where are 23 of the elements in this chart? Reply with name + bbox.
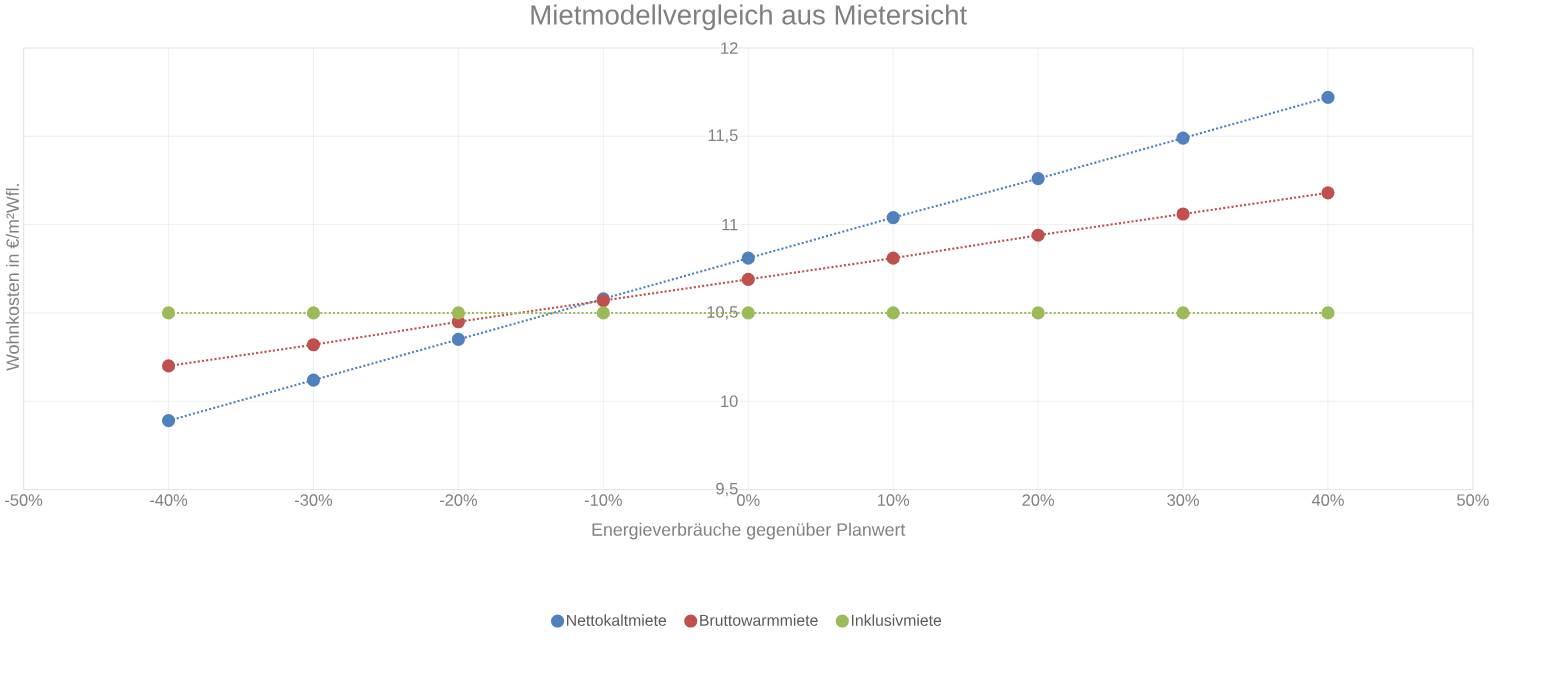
x-tick-label: 40% [1311, 494, 1344, 506]
x-tick-label: 0% [737, 494, 760, 506]
legend-label: Bruttowarmmiete [700, 614, 818, 626]
x-tick-label: 30% [1167, 494, 1199, 506]
y-tick-label: 11,5 [708, 129, 738, 143]
x-tick-label: 20% [1022, 494, 1055, 506]
x-axis-title: Energieverbräuche gegenüber Planwert [592, 522, 906, 540]
y-axis-title: Wohnkosten in €/m²Wfl. [5, 183, 19, 371]
x-tick-label: -50% [5, 494, 43, 506]
y-tick-label: 10,5 [707, 306, 738, 320]
y-tick-label: 10 [721, 395, 738, 407]
x-tick-label: 10% [877, 494, 910, 506]
y-tick-label: 9,5 [716, 482, 738, 497]
y-tick-label: 11 [722, 218, 738, 231]
x-tick-label: 50% [1457, 494, 1489, 506]
x-tick-label: -30% [294, 494, 333, 506]
y-tick-label: 12 [721, 42, 738, 54]
x-tick-label: -10% [584, 494, 622, 506]
legend-label: Inklusivmiete [851, 614, 942, 626]
x-tick-label: -40% [150, 494, 188, 506]
legend-label: Nettokaltmiete [567, 614, 667, 626]
x-tick-label: -20% [439, 494, 478, 506]
chart-title: Mietmodellvergleich aus Mietersicht [531, 4, 968, 31]
